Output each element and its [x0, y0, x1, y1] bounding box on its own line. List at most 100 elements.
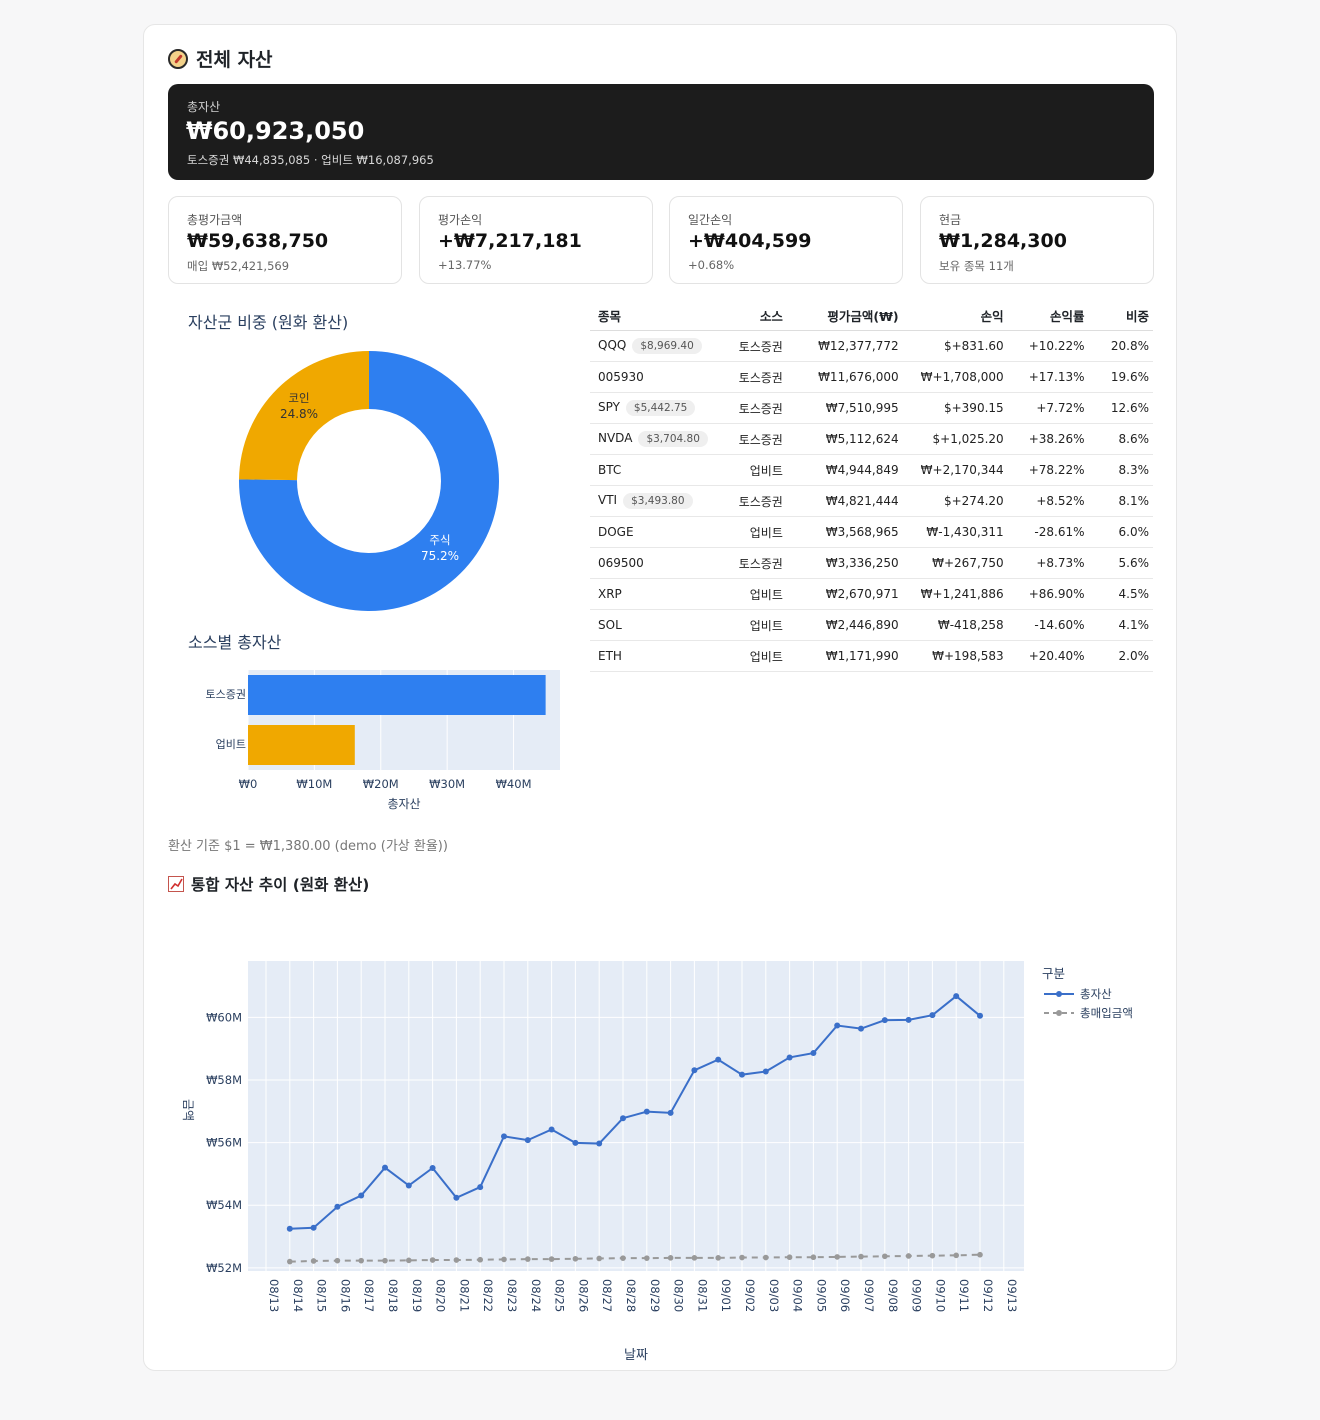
price-badge: $3,493.80 [623, 493, 693, 509]
trend-y-tick: ₩58M [206, 1073, 242, 1087]
point-total-cost[interactable] [644, 1255, 650, 1261]
point-total-cost[interactable] [882, 1253, 888, 1260]
point-total-assets[interactable] [905, 1016, 912, 1023]
point-total-assets[interactable] [977, 1012, 983, 1019]
trend-x-tick: 08/29 [648, 1279, 662, 1312]
point-total-assets[interactable] [715, 1056, 722, 1063]
point-total-cost[interactable] [929, 1252, 936, 1259]
point-total-cost[interactable] [453, 1257, 460, 1263]
cell-source: 업비트 [727, 640, 787, 672]
point-total-cost[interactable] [596, 1255, 602, 1262]
point-total-assets[interactable] [739, 1071, 745, 1078]
point-total-cost[interactable] [310, 1258, 317, 1264]
point-total-cost[interactable] [667, 1255, 674, 1261]
point-total-cost[interactable] [429, 1257, 436, 1263]
bar-x-tick: ₩10M [296, 777, 332, 791]
point-total-assets[interactable] [953, 993, 960, 1000]
point-total-cost[interactable] [477, 1256, 484, 1263]
point-total-assets[interactable] [858, 1025, 864, 1032]
point-total-assets[interactable] [501, 1133, 507, 1140]
point-total-cost[interactable] [525, 1256, 531, 1262]
point-total-assets[interactable] [453, 1194, 460, 1201]
allocation-title: 자산군 비중 (원화 환산) [188, 313, 349, 332]
point-total-assets[interactable] [762, 1068, 769, 1075]
cell-value: ₩1,171,990 [786, 640, 903, 672]
cell-pl: ₩-418,258 [902, 609, 1008, 641]
cell-pl-rate: +78.22% [1007, 454, 1089, 486]
point-total-cost[interactable] [406, 1257, 412, 1264]
point-total-assets[interactable] [477, 1184, 484, 1191]
table-row: DOGE 업비트 ₩3,568,965 ₩-1,430,311 -28.61% 6.0% [590, 516, 1153, 548]
compass-icon [168, 48, 188, 69]
cell-weight: 8.1% [1088, 485, 1153, 517]
point-total-cost[interactable] [834, 1254, 840, 1260]
cell-ticker: NVDA $3,704.80 [590, 423, 728, 455]
point-total-cost[interactable] [334, 1257, 341, 1264]
point-total-cost[interactable] [810, 1254, 817, 1261]
point-total-cost[interactable] [715, 1255, 721, 1261]
table-row: 005930 토스증권 ₩11,676,000 ₩+1,708,000 +17.13% 1… [590, 361, 1153, 393]
bar-x-tick: ₩40M [496, 777, 532, 791]
cell-source: 토스증권 [727, 547, 787, 579]
point-total-assets[interactable] [786, 1054, 793, 1061]
trend-x-tick: 09/06 [838, 1279, 852, 1312]
point-total-cost[interactable] [572, 1255, 579, 1262]
trend-x-tick: 08/25 [553, 1279, 567, 1312]
cell-pl: $+1,025.20 [902, 423, 1008, 455]
table-row: ETH 업비트 ₩1,171,990 ₩+198,583 +20.40% 2.0% [590, 640, 1153, 672]
point-total-cost[interactable] [382, 1257, 388, 1264]
trend-x-tick: 09/10 [933, 1279, 947, 1312]
point-total-cost[interactable] [548, 1256, 555, 1262]
source-bar-chart: 토스증권 업비트 ₩0 ₩10M ₩20M ₩30M ₩40M 총자산 [206, 670, 560, 811]
fx-rate-note: 환산 기준 $1 = ₩1,380.00 (demo (가상 환율)) [168, 839, 448, 854]
point-total-assets[interactable] [572, 1139, 579, 1146]
point-total-cost[interactable] [739, 1254, 745, 1261]
point-total-cost[interactable] [905, 1253, 912, 1259]
metric-total-eval: 총평가금액 ₩59,638,750 매입 ₩52,421,569 [168, 196, 402, 284]
cell-pl: ₩+198,583 [902, 640, 1008, 672]
point-total-assets[interactable] [929, 1012, 936, 1019]
bar-toss[interactable] [248, 675, 546, 715]
col-header-source: 소스 [727, 301, 787, 331]
cell-pl-rate: +38.26% [1007, 423, 1089, 455]
trend-x-tick: 08/30 [672, 1279, 686, 1312]
point-total-cost[interactable] [287, 1258, 293, 1265]
donut-slice-stock[interactable] [239, 351, 500, 611]
point-total-cost[interactable] [620, 1255, 626, 1261]
point-total-cost[interactable] [977, 1251, 983, 1258]
cell-weight: 4.1% [1088, 609, 1153, 641]
point-total-assets[interactable] [834, 1022, 841, 1029]
point-total-assets[interactable] [620, 1115, 626, 1122]
point-total-assets[interactable] [881, 1017, 888, 1024]
point-total-assets[interactable] [286, 1225, 293, 1232]
cell-pl-rate: +8.52% [1007, 485, 1089, 517]
point-total-cost[interactable] [763, 1254, 769, 1261]
point-total-assets[interactable] [382, 1164, 388, 1171]
source-chart-title: 소스별 총자산 [188, 633, 282, 652]
point-total-assets[interactable] [667, 1109, 674, 1116]
bar-upbit[interactable] [248, 725, 355, 765]
point-total-assets[interactable] [429, 1164, 436, 1171]
point-total-assets[interactable] [358, 1192, 365, 1199]
point-total-cost[interactable] [691, 1255, 698, 1261]
point-total-assets[interactable] [310, 1224, 317, 1231]
point-total-cost[interactable] [501, 1256, 507, 1263]
point-total-cost[interactable] [358, 1257, 364, 1264]
point-total-assets[interactable] [596, 1140, 603, 1147]
metric-cash: 현금 ₩1,284,300 보유 종목 11개 [920, 196, 1154, 284]
cell-weight: 6.0% [1088, 516, 1153, 548]
slice-label-stock: 주식 [429, 533, 450, 547]
point-total-assets[interactable] [524, 1137, 531, 1144]
point-total-assets[interactable] [810, 1050, 817, 1057]
point-total-assets[interactable] [334, 1203, 341, 1210]
trend-x-tick: 08/23 [505, 1279, 519, 1312]
point-total-assets[interactable] [691, 1067, 698, 1074]
point-total-cost[interactable] [858, 1253, 864, 1260]
point-total-assets[interactable] [548, 1126, 555, 1133]
point-total-assets[interactable] [643, 1108, 650, 1115]
donut-slice-coin[interactable] [239, 351, 369, 481]
point-total-cost[interactable] [953, 1252, 959, 1259]
cell-value: ₩2,446,890 [786, 609, 903, 641]
point-total-cost[interactable] [786, 1254, 793, 1261]
point-total-assets[interactable] [405, 1182, 412, 1189]
